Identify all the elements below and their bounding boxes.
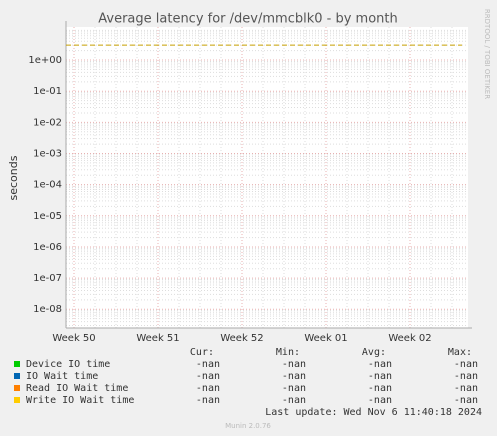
legend-value: -nan xyxy=(282,371,306,382)
y-tick-label: 1e+00 xyxy=(28,55,62,66)
legend-value: -nan xyxy=(196,383,220,394)
x-tick-label: Week 50 xyxy=(52,333,95,344)
legend-label: Read IO Wait time xyxy=(26,383,128,394)
legend-value: -nan xyxy=(368,371,392,382)
y-tick-label: 1e-04 xyxy=(33,180,62,191)
x-tick-label: Week 52 xyxy=(220,333,263,344)
legend-value: -nan xyxy=(196,359,220,370)
y-tick-label: 1e-03 xyxy=(33,148,62,159)
x-tick-label: Week 02 xyxy=(388,333,431,344)
legend-value: -nan xyxy=(282,395,306,406)
legend-header: Cur: xyxy=(190,347,214,358)
legend-value: -nan xyxy=(282,383,306,394)
legend-header: Max: xyxy=(448,347,472,358)
legend-header: Min: xyxy=(276,347,300,358)
legend-value: -nan xyxy=(196,395,220,406)
legend-value: -nan xyxy=(454,395,478,406)
legend-value: -nan xyxy=(368,383,392,394)
y-tick-label: 1e-06 xyxy=(33,242,62,253)
x-tick-label: Week 51 xyxy=(136,333,179,344)
footer: Munin 2.0.76 xyxy=(225,422,271,430)
y-tick-label: 1e-01 xyxy=(33,86,62,97)
legend-header: Avg: xyxy=(362,347,386,358)
legend-label: Device IO time xyxy=(26,359,110,370)
y-tick-label: 1e-07 xyxy=(33,273,62,284)
chart-title: Average latency for /dev/mmcblk0 - by mo… xyxy=(98,12,397,27)
legend-label: IO Wait time xyxy=(26,371,98,382)
legend-label: Write IO Wait time xyxy=(26,395,134,406)
legend-swatch xyxy=(14,361,20,367)
y-axis-label: seconds xyxy=(7,155,20,200)
legend-value: -nan xyxy=(282,359,306,370)
x-tick-label: Week 01 xyxy=(304,333,347,344)
legend-swatch xyxy=(14,373,20,379)
legend-swatch xyxy=(14,397,20,403)
y-tick-label: 1e-08 xyxy=(33,304,62,315)
watermark: RRDTOOL / TOBI OETIKER xyxy=(483,9,491,99)
legend-value: -nan xyxy=(454,371,478,382)
y-tick-label: 1e-05 xyxy=(33,211,62,222)
legend-value: -nan xyxy=(368,359,392,370)
legend-value: -nan xyxy=(196,371,220,382)
y-tick-label: 1e-02 xyxy=(33,117,62,128)
legend-value: -nan xyxy=(454,359,478,370)
legend-value: -nan xyxy=(368,395,392,406)
last-update: Last update: Wed Nov 6 11:40:18 2024 xyxy=(265,407,482,418)
legend-value: -nan xyxy=(454,383,478,394)
legend-swatch xyxy=(14,385,20,391)
